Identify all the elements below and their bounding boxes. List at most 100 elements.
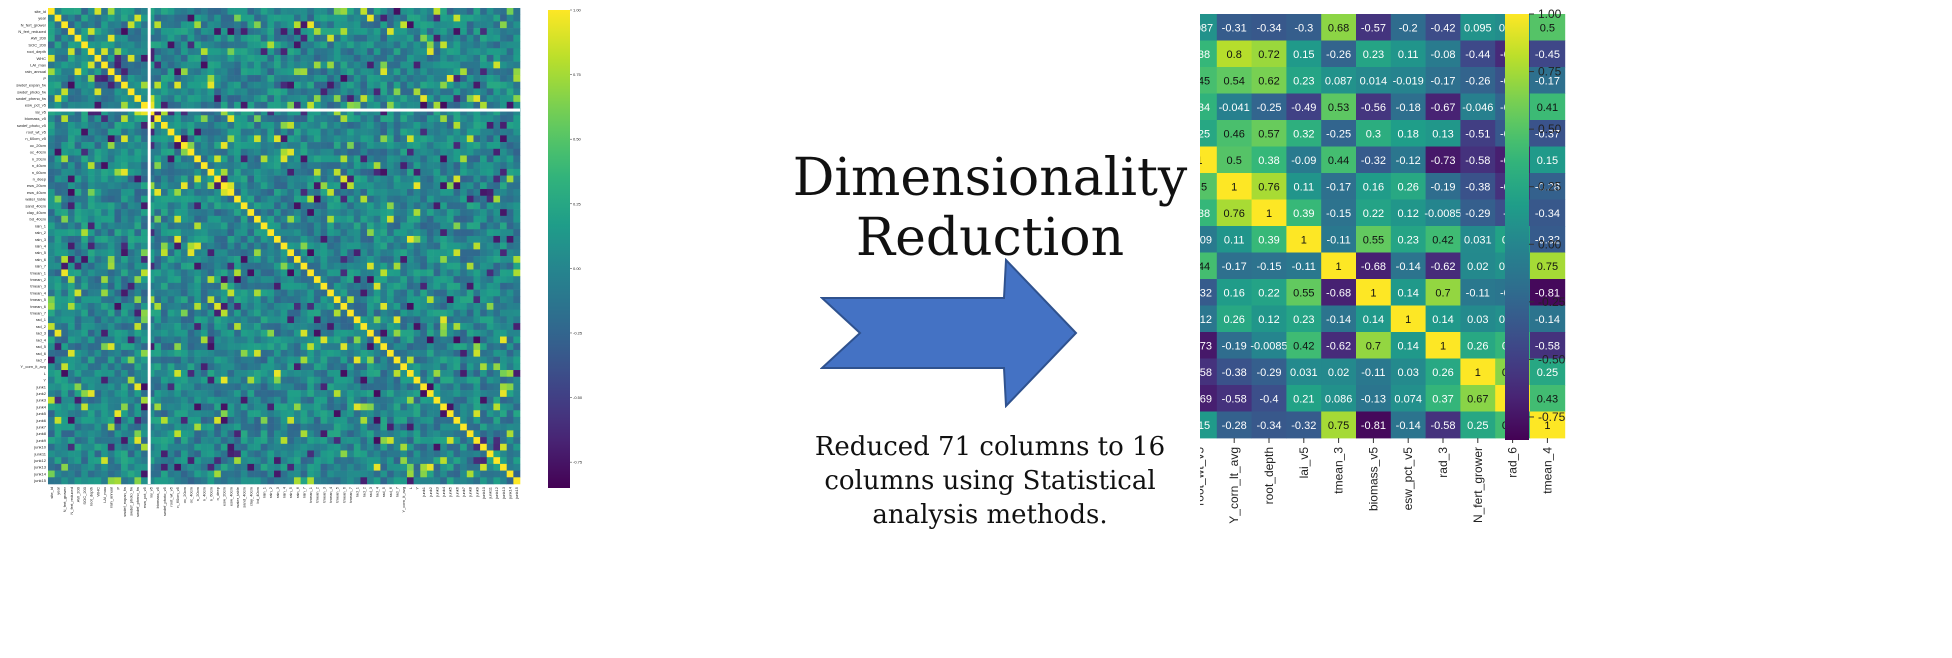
big-heatmap-cell bbox=[287, 457, 295, 465]
big-heatmap-cell bbox=[194, 349, 202, 357]
big-heatmap-cell bbox=[400, 21, 408, 29]
big-heatmap-cell bbox=[180, 396, 188, 404]
big-heatmap-cell bbox=[493, 242, 501, 250]
big-heatmap-cell bbox=[473, 416, 481, 424]
big-heatmap-cell bbox=[506, 8, 514, 16]
big-heatmap-cell bbox=[161, 423, 168, 431]
big-heatmap-cell bbox=[67, 463, 75, 471]
big-heatmap-cell bbox=[187, 34, 195, 42]
big-heatmap-cell bbox=[87, 75, 95, 83]
big-heatmap-cell bbox=[420, 135, 428, 143]
big-heatmap-cell bbox=[340, 235, 348, 243]
big-heatmap-cell bbox=[453, 14, 461, 22]
big-heatmap-cell bbox=[486, 108, 494, 116]
big-heatmap-cell bbox=[214, 209, 222, 217]
big-heatmap-cell bbox=[353, 356, 361, 364]
big-heatmap-cell bbox=[500, 175, 508, 183]
big-heatmap-cell bbox=[347, 370, 355, 378]
big-heatmap-cell bbox=[327, 148, 335, 156]
big-heatmap-cell bbox=[200, 383, 208, 391]
big-heatmap-cell bbox=[194, 215, 202, 223]
big-heatmap-cell bbox=[147, 189, 155, 197]
big-heatmap-cell bbox=[420, 162, 428, 170]
big-heatmap-cell bbox=[174, 437, 182, 445]
big-heatmap-cell bbox=[466, 430, 474, 438]
big-heatmap-cell bbox=[207, 416, 215, 424]
big-heatmap-cell bbox=[307, 215, 315, 223]
big-heatmap-cell bbox=[287, 376, 295, 384]
big-heatmap-cell bbox=[227, 88, 235, 96]
big-heatmap-cell bbox=[367, 175, 375, 183]
big-heatmap-cell bbox=[446, 209, 454, 217]
big-heatmap-cell bbox=[48, 41, 55, 49]
big-heatmap-cell bbox=[194, 343, 202, 351]
big-heatmap-cell bbox=[207, 155, 215, 163]
big-heatmap-cell bbox=[280, 168, 288, 176]
big-heatmap-cell bbox=[393, 343, 401, 351]
big-heatmap-cell bbox=[67, 390, 75, 398]
big-heatmap-cell bbox=[240, 430, 248, 438]
big-heatmap-cell bbox=[67, 61, 75, 69]
big-heatmap-cell bbox=[207, 182, 215, 190]
big-heatmap-cell bbox=[147, 249, 155, 257]
big-heatmap-cell bbox=[353, 323, 361, 331]
big-heatmap-cell bbox=[400, 457, 408, 465]
big-heatmap-cell bbox=[154, 363, 162, 371]
big-heatmap-cell bbox=[48, 457, 55, 465]
big-heatmap-cell bbox=[333, 296, 341, 304]
big-heatmap-cell bbox=[161, 209, 168, 217]
big-heatmap-cell bbox=[114, 249, 122, 257]
big-heatmap-cell bbox=[493, 75, 501, 83]
big-heatmap-cell bbox=[174, 148, 182, 156]
big-heatmap-cell bbox=[121, 249, 129, 257]
big-heatmap-cell bbox=[107, 336, 115, 344]
big-heatmap-cell bbox=[194, 95, 202, 103]
big-heatmap-cell bbox=[367, 363, 375, 371]
big-heatmap-cell bbox=[107, 162, 115, 170]
big-heatmap-cell bbox=[200, 41, 208, 49]
big-heatmap-cell bbox=[360, 390, 368, 398]
big-heatmap-cell bbox=[94, 423, 102, 431]
big-heatmap-cell bbox=[466, 229, 474, 237]
big-heatmap-cell bbox=[107, 222, 115, 230]
big-heatmap-cell bbox=[94, 101, 102, 109]
big-heatmap-cell bbox=[227, 356, 235, 364]
big-heatmap-cell bbox=[506, 242, 514, 250]
big-heatmap-cell bbox=[440, 302, 448, 310]
big-heatmap-cell bbox=[220, 175, 228, 183]
big-heatmap-cell bbox=[247, 75, 255, 83]
big-heatmap-cell bbox=[307, 189, 315, 197]
big-heatmap-cell bbox=[373, 262, 381, 270]
big-heatmap-cell bbox=[426, 155, 434, 163]
big-heatmap-cell bbox=[134, 370, 142, 378]
big-heatmap-cell bbox=[154, 309, 162, 317]
big-heatmap-cell bbox=[101, 235, 109, 243]
big-heatmap-cell bbox=[420, 329, 428, 337]
big-heatmap-cell bbox=[74, 115, 82, 123]
big-heatmap-cell bbox=[380, 168, 388, 176]
big-heatmap-cell bbox=[400, 155, 408, 163]
big-heatmap-cell bbox=[114, 477, 122, 485]
big-heatmap-cell bbox=[220, 336, 228, 344]
big-heatmap-cell bbox=[107, 128, 115, 136]
big-heatmap-cell bbox=[353, 376, 361, 384]
big-heatmap-cell bbox=[500, 28, 508, 36]
big-heatmap-cell bbox=[320, 48, 328, 56]
big-heatmap-cell bbox=[174, 54, 182, 62]
big-heatmap-cell bbox=[426, 222, 434, 230]
big-heatmap-cell bbox=[247, 249, 255, 257]
big-heatmap-cell bbox=[513, 209, 521, 217]
big-heatmap-cell bbox=[267, 75, 275, 83]
big-heatmap-cell bbox=[380, 142, 388, 150]
big-heatmap-cell bbox=[61, 21, 69, 29]
big-heatmap-cell bbox=[473, 356, 481, 364]
big-heatmap-cell bbox=[174, 108, 182, 116]
big-heatmap-cell bbox=[347, 81, 355, 89]
big-heatmap-cell bbox=[154, 269, 162, 277]
big-heatmap-cell bbox=[48, 8, 55, 16]
big-heatmap-cell bbox=[293, 269, 301, 277]
big-heatmap-cell bbox=[480, 349, 488, 357]
big-heatmap-cell bbox=[167, 282, 175, 290]
big-heatmap-cell bbox=[54, 222, 62, 230]
big-heatmap-cell bbox=[387, 61, 394, 69]
